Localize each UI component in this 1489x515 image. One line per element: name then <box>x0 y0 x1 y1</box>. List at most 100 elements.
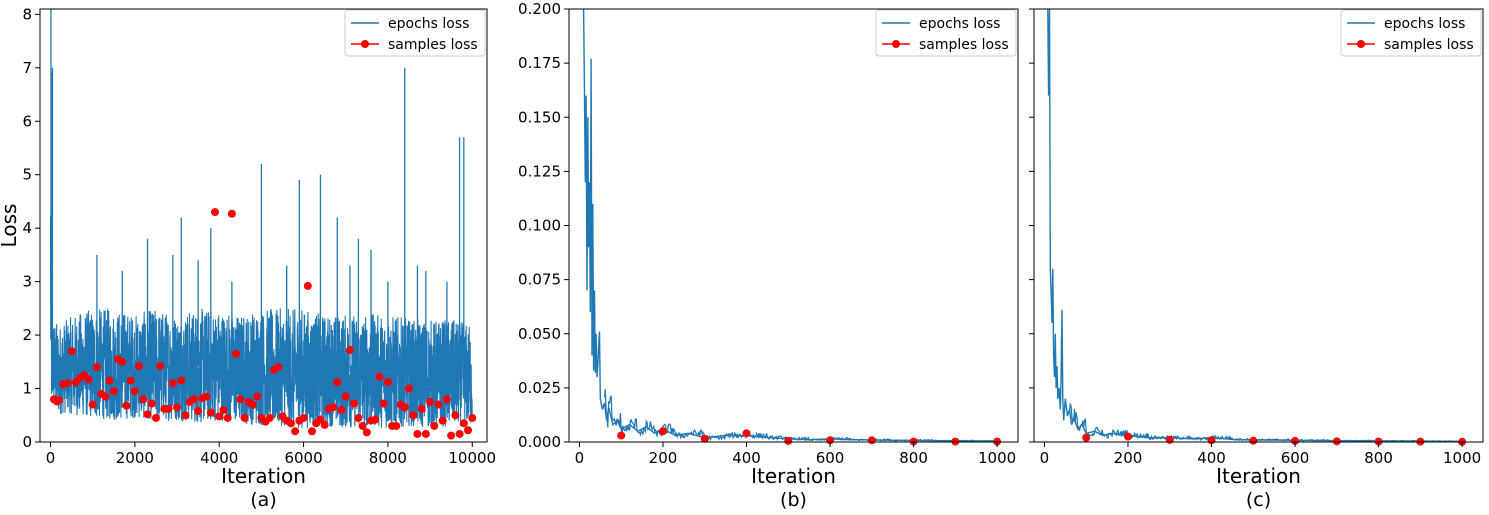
samples-loss-point <box>130 387 139 396</box>
y-tick-label: 0.175 <box>518 54 561 72</box>
y-tick-label: 8 <box>22 5 32 23</box>
samples-loss-point <box>400 403 409 412</box>
plot-area <box>1047 9 1463 442</box>
legend-box <box>875 9 1017 57</box>
x-tick-label: 400 <box>1197 449 1226 467</box>
samples-loss-point <box>206 408 215 417</box>
samples-loss-point <box>379 399 388 408</box>
samples-loss-point <box>358 421 367 430</box>
y-tick-label: 0.100 <box>518 217 561 235</box>
samples-loss-point <box>1123 432 1132 441</box>
samples-loss-point <box>371 415 380 424</box>
samples-loss-point <box>248 400 257 409</box>
legend-label: samples loss <box>388 37 478 53</box>
samples-loss-point <box>101 392 110 401</box>
samples-loss-point <box>92 363 101 372</box>
panel-caption: (a) <box>250 489 276 511</box>
samples-loss-point <box>139 395 148 404</box>
samples-loss-point <box>232 349 241 358</box>
panel-caption: (b) <box>780 489 807 511</box>
y-tick-label: 0.025 <box>518 379 561 397</box>
samples-loss-point <box>459 419 468 428</box>
y-tick-label: 0 <box>22 433 32 451</box>
x-tick-label: 2000 <box>116 449 154 467</box>
samples-loss-point <box>63 379 72 388</box>
samples-loss-point <box>742 429 751 438</box>
samples-loss-point <box>354 413 363 422</box>
samples-loss-point <box>253 392 262 401</box>
x-tick-label: 1000 <box>1443 449 1481 467</box>
legend-label: samples loss <box>1384 37 1474 53</box>
x-tick-label: 0 <box>1040 449 1050 467</box>
x-tick-label: 0 <box>46 449 56 467</box>
samples-loss-point <box>333 378 342 387</box>
y-tick-label: 5 <box>22 166 32 184</box>
samples-loss-point <box>1291 436 1300 445</box>
samples-loss-point <box>455 429 464 438</box>
samples-loss-point <box>329 403 338 412</box>
axes-frame <box>39 8 488 443</box>
samples-loss-point <box>468 413 477 422</box>
epochs-loss-noise <box>1068 403 1463 442</box>
x-tick-label: 400 <box>732 449 761 467</box>
samples-loss-point <box>350 399 359 408</box>
samples-loss-point <box>164 404 173 413</box>
samples-loss-point <box>118 357 127 366</box>
legend-swatch-marker <box>361 40 369 48</box>
y-tick-label: 3 <box>22 273 32 291</box>
x-tick-label: 800 <box>899 449 928 467</box>
samples-loss-point <box>700 434 709 443</box>
samples-loss-point <box>147 399 156 408</box>
axes-frame <box>568 8 1019 443</box>
samples-loss-point <box>316 415 325 424</box>
epochs-loss-line <box>49 214 473 429</box>
legend-box <box>344 9 486 57</box>
samples-loss-point <box>307 427 316 436</box>
samples-loss-point <box>375 372 384 381</box>
panel-caption: (c) <box>1246 489 1271 511</box>
x-tick-label: 600 <box>816 449 845 467</box>
legend: epochs loss samples loss <box>344 9 486 57</box>
samples-loss-point <box>215 412 224 421</box>
y-tick-label: 2 <box>22 326 32 344</box>
x-tick-label: 200 <box>1114 449 1143 467</box>
samples-loss-point <box>867 436 876 445</box>
plot-area <box>49 9 473 429</box>
epochs-loss-line <box>1047 9 1463 442</box>
samples-loss-point <box>1165 435 1174 444</box>
x-tick-label: 10000 <box>448 449 496 467</box>
samples-loss-point <box>236 395 245 404</box>
samples-loss-point <box>404 384 413 393</box>
x-tick-label: 4000 <box>200 449 238 467</box>
samples-loss-point <box>156 362 165 371</box>
samples-loss-point <box>345 346 354 355</box>
samples-loss-point <box>392 421 401 430</box>
samples-loss-point <box>383 378 392 387</box>
samples-loss-point <box>430 421 439 430</box>
y-tick-label: 0.125 <box>518 162 561 180</box>
samples-loss-point <box>303 281 312 290</box>
samples-loss-point <box>265 413 274 422</box>
samples-loss-point <box>417 404 426 413</box>
samples-loss-point <box>88 400 97 409</box>
axes-frame <box>1033 8 1484 443</box>
samples-loss-point <box>109 387 118 396</box>
samples-loss-point <box>223 413 232 422</box>
x-tick-label: 800 <box>1364 449 1393 467</box>
samples-loss-point <box>126 376 135 385</box>
legend: epochs loss samples loss <box>1340 9 1482 57</box>
samples-loss-point <box>784 436 793 445</box>
y-axis-label: Loss <box>0 204 21 248</box>
x-axis-label: Iteration <box>221 464 306 488</box>
y-tick-label: 4 <box>22 219 32 237</box>
samples-loss-point <box>320 420 329 429</box>
samples-loss-point <box>122 401 131 410</box>
samples-loss-point <box>438 416 447 425</box>
legend-swatch-marker <box>892 40 900 48</box>
legend-label: samples loss <box>919 37 1009 53</box>
samples-loss-point <box>135 362 144 371</box>
samples-loss-point <box>451 411 460 420</box>
samples-loss-point <box>421 429 430 438</box>
samples-loss-point <box>194 406 203 415</box>
epochs-loss-line <box>582 9 998 442</box>
